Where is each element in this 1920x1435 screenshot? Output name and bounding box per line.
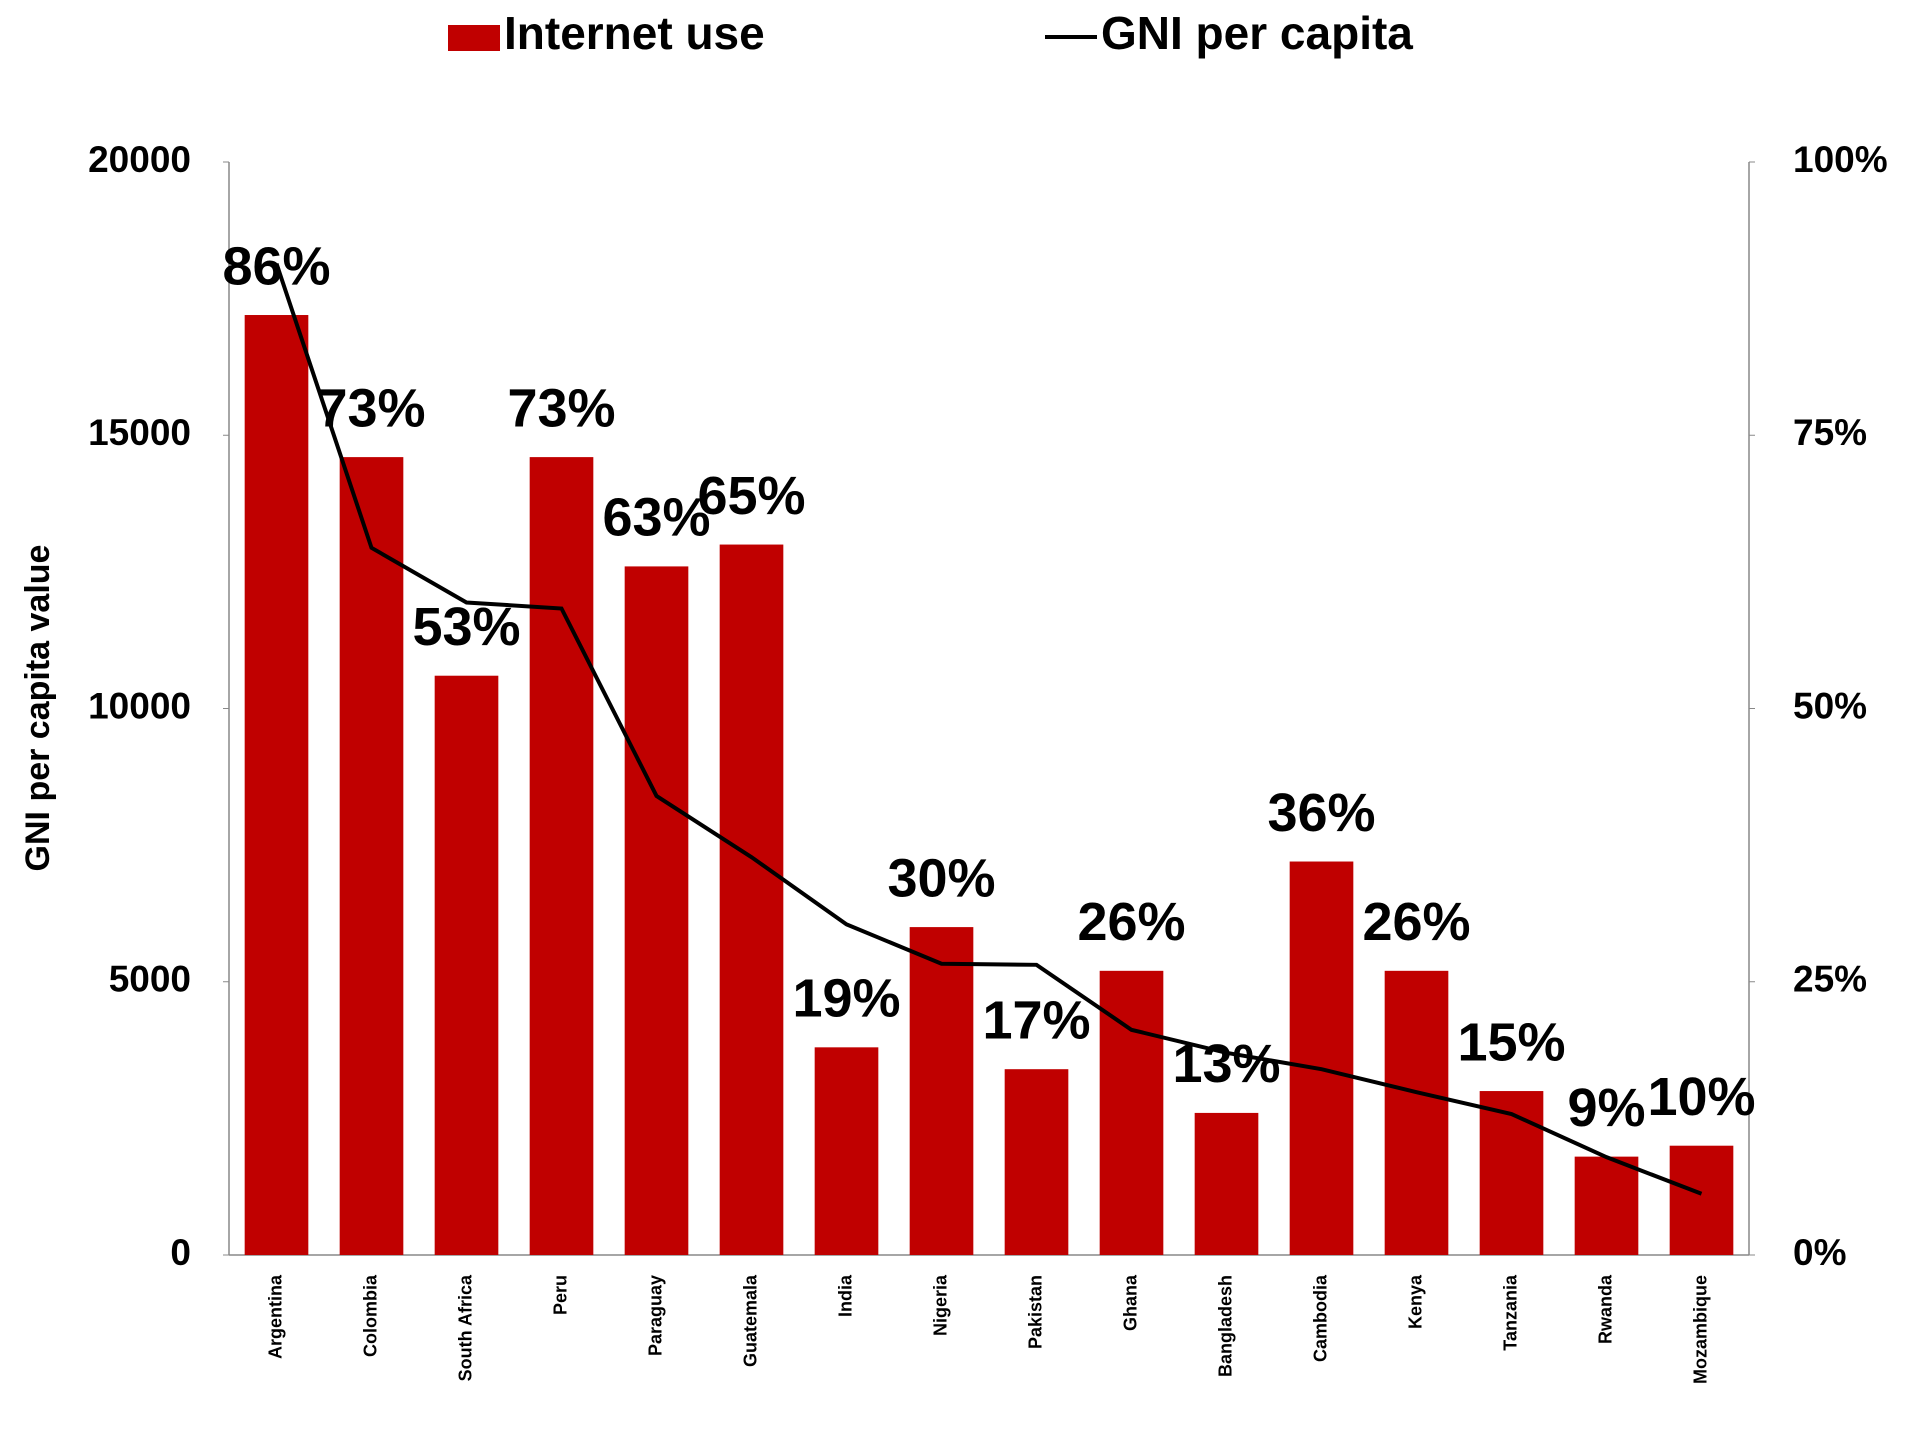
data-label: 30% [887, 848, 995, 908]
data-label: 65% [697, 466, 805, 526]
bar [1384, 970, 1449, 1255]
x-tick-label: Kenya [1405, 1274, 1425, 1329]
x-tick-label: Bangladesh [1215, 1275, 1235, 1377]
data-label: 73% [507, 378, 615, 438]
bar [719, 544, 784, 1255]
data-label: 19% [792, 969, 900, 1029]
data-label: 17% [982, 990, 1090, 1050]
bar [1574, 1156, 1639, 1255]
data-label: 9% [1567, 1078, 1645, 1138]
data-label: 15% [1457, 1012, 1565, 1072]
y-axis-title: GNI per capita value [19, 545, 57, 872]
x-tick-label: Nigeria [930, 1274, 950, 1336]
data-label: 73% [317, 378, 425, 438]
data-label: 63% [602, 488, 710, 548]
y-tick-label: 20000 [88, 139, 191, 180]
x-tick-label: Colombia [360, 1274, 380, 1357]
y2-tick-label: 0% [1793, 1232, 1846, 1273]
line [274, 263, 1703, 1196]
y2-tick-label: 50% [1793, 685, 1867, 726]
bar [1289, 861, 1354, 1255]
y-tick-label: 0 [170, 1232, 191, 1273]
x-tick-label: Pakistan [1025, 1275, 1045, 1349]
bar [1194, 1112, 1259, 1255]
data-label: 26% [1362, 892, 1470, 952]
legend-swatch [448, 25, 500, 51]
x-tick-label: Paraguay [645, 1275, 665, 1356]
x-tick-label: Rwanda [1595, 1274, 1615, 1344]
y-tick-label: 15000 [88, 412, 191, 453]
data-label: 53% [412, 597, 520, 657]
x-tick-label: Cambodia [1310, 1274, 1330, 1362]
y-tick-label: 5000 [109, 959, 191, 1000]
x-tick-label: Ghana [1120, 1274, 1140, 1331]
legend-label: GNI per capita [1101, 7, 1413, 59]
legend-label: Internet use [504, 7, 765, 59]
y-tick-label: 10000 [88, 685, 191, 726]
data-label: 26% [1077, 892, 1185, 952]
data-label: 36% [1267, 783, 1375, 843]
y2-tick-label: 25% [1793, 959, 1867, 1000]
bar [529, 457, 594, 1255]
bar [244, 315, 309, 1255]
bar [1099, 970, 1164, 1255]
y2-tick-label: 75% [1793, 412, 1867, 453]
x-tick-label: Guatemala [740, 1274, 760, 1367]
bar [434, 675, 499, 1255]
bar [1004, 1069, 1069, 1255]
x-tick-label: Tanzania [1500, 1274, 1520, 1351]
bar [339, 457, 404, 1255]
x-tick-label: Argentina [265, 1274, 285, 1359]
data-label: 10% [1647, 1067, 1755, 1127]
x-tick-label: Mozambique [1690, 1275, 1710, 1384]
x-tick-label: India [835, 1274, 855, 1317]
y2-tick-label: 100% [1793, 139, 1888, 180]
bar [909, 927, 974, 1255]
x-tick-label: South Africa [455, 1274, 475, 1381]
bar [1669, 1145, 1734, 1255]
bar [814, 1047, 879, 1255]
x-tick-label: Peru [550, 1275, 570, 1315]
bar [624, 566, 689, 1255]
bar [1479, 1091, 1544, 1255]
